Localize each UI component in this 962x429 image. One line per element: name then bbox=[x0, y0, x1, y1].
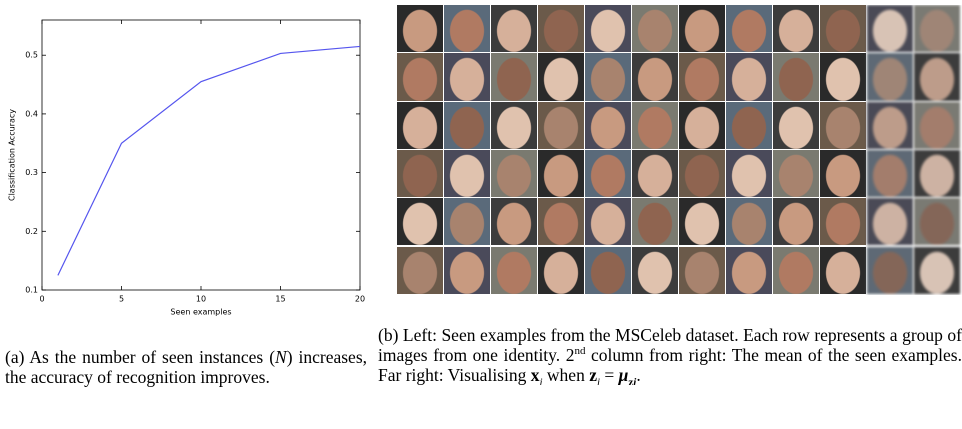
page: {"chart_data": {"type": "line", "x_label… bbox=[0, 0, 962, 429]
caption-text: when bbox=[543, 365, 590, 385]
caption-text: . bbox=[636, 365, 640, 385]
caption-math: z bbox=[589, 365, 597, 385]
caption-math: μ bbox=[619, 365, 629, 385]
caption-text: = bbox=[600, 365, 619, 385]
caption-sup: nd bbox=[574, 345, 585, 357]
caption-b: (b) Left: Seen examples from the MSCeleb… bbox=[378, 325, 962, 385]
caption-b-clip: (b) Left: Seen examples from the MSCeleb… bbox=[0, 0, 962, 429]
